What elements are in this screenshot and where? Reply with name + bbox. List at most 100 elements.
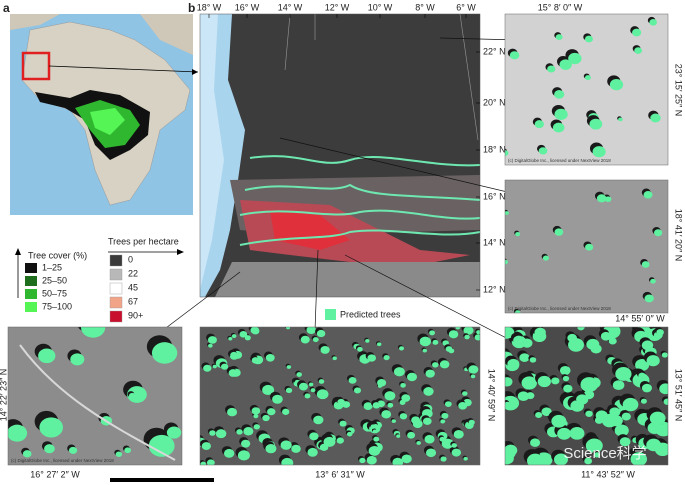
tree-crown [127,386,147,403]
tree-crown [661,352,668,358]
tree-crown [423,387,434,396]
track [19,344,176,461]
tree-crown [515,310,521,313]
tree-crown [542,255,549,261]
tree-crown [641,340,654,351]
highest-density [270,210,350,250]
tree-crown [223,448,235,458]
tree-crown [615,367,632,381]
tree-crown [600,331,612,341]
tree-crown [376,342,382,347]
tree-crown [267,408,276,416]
tree-crown [547,65,556,73]
tree-crown [464,334,470,340]
legend-swatch [25,263,37,273]
tree-crown [618,117,623,122]
tree-crown [554,89,565,99]
coord-label: 13° 51′ 45″ N [674,369,684,422]
tree-crown [541,407,552,417]
legend-swatch [25,302,37,312]
tree-cover-max [90,108,125,135]
tree-crown [422,348,428,353]
tree-crown [387,402,394,408]
tree-crown [115,451,123,457]
tree-crown [429,330,435,336]
tree-crown [207,336,217,344]
tree-crown [559,59,572,70]
tree-crown [367,354,377,362]
tree-crown [557,427,572,440]
coord-label: 15° 8′ 0″ W [538,2,583,12]
tree-crown [551,414,567,428]
tree-crown [128,392,136,399]
legend-label: Predicted trees [340,309,401,319]
tree-crown [529,357,537,363]
tree-crown [584,457,593,465]
tree-crown [406,372,418,382]
lat-label: 16° N [483,191,506,201]
tree-crown [381,410,392,419]
lat-label: 20° N [483,97,506,107]
tree-crown [306,327,317,335]
tree-crown [649,19,657,26]
inset-frame [7,326,183,466]
arrow-head [192,69,198,75]
tree-crown [372,429,377,434]
tree-crown [659,383,668,395]
tree-crown [348,377,357,384]
tree-crown [451,448,462,457]
tree-crown [468,365,479,374]
tree-crown [593,452,601,458]
tree-crown [448,330,459,339]
lon-label: 12° W [325,2,350,12]
legend-label: 0 [128,254,133,264]
tree-crown [272,394,283,404]
panel-label: a [3,1,10,15]
tree-crown [166,426,182,439]
tree-crown [553,453,568,465]
tree-crown [526,453,544,465]
credit: (c) DigitalGlobe Inc., licensed under Ne… [508,306,611,311]
tree-crown [411,416,421,425]
coord-label: 14° 22′ 23″ N [0,369,8,422]
tree-crown [323,436,336,447]
south-zone [215,262,480,297]
tree-crown [372,402,381,409]
tree-crown [336,437,344,444]
tree-crown [563,384,573,393]
tree-crown [407,431,416,439]
inset-middle-right: (c) DigitalGlobe Inc., licensed under Ne… [504,179,669,314]
tree-crown [391,419,396,423]
tree-crown [439,436,446,442]
tree-crown [265,443,277,454]
tree-crown [650,278,656,284]
tree-crown [332,356,337,361]
legend-swatch [109,254,123,267]
tree-crown [337,398,345,406]
tree-crown [425,448,437,458]
tree-crown [208,343,213,348]
tree-crown [586,338,600,350]
tree-crown [392,457,404,465]
legend-label: 45 [128,282,138,292]
tree-crown [622,397,639,412]
inset-top-right: (c) DigitalGlobe Inc., licensed under Ne… [504,13,669,166]
tree-crown [559,365,571,376]
tree-crown [68,446,78,454]
ocean-shelf [200,14,224,290]
arrow-head [15,248,21,255]
tree-crown [505,211,509,215]
tree-crown [212,364,217,369]
tree-crown [458,401,468,410]
tree-crown [462,391,468,396]
legend-title: Trees per hectare [108,236,179,246]
tree-crown [474,334,480,341]
tree-crown [236,429,243,435]
tree-crown [308,382,314,387]
eurasia-land [10,14,193,55]
tree-crown [285,387,293,394]
tree-crown [646,438,662,452]
tree-crown [568,52,582,65]
inset-frame [504,179,669,314]
tree-crown [644,294,654,303]
